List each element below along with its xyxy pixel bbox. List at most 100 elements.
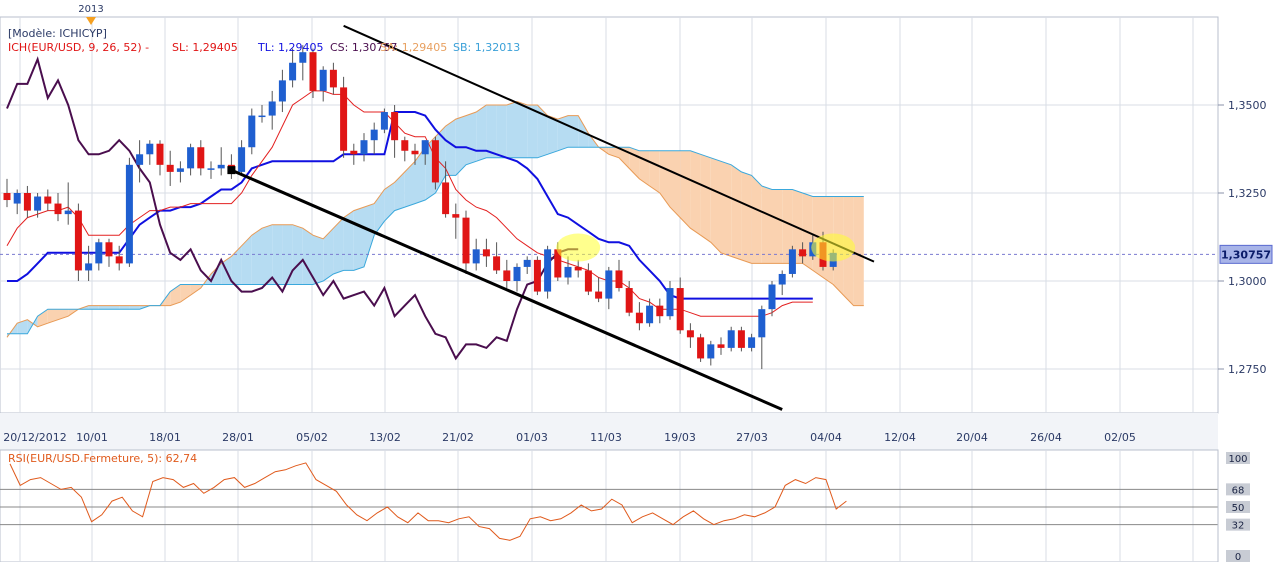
cloud-segment bbox=[241, 235, 252, 285]
cloud-segment bbox=[751, 175, 762, 264]
last-price-label: 1,30757 bbox=[1221, 248, 1271, 261]
candle-bullish bbox=[778, 273, 786, 285]
cloud-segment bbox=[313, 235, 324, 285]
cloud-segment bbox=[670, 150, 681, 218]
candle-bearish bbox=[533, 259, 541, 292]
candle-bullish bbox=[238, 147, 246, 172]
rsi-plot-area[interactable] bbox=[0, 449, 1219, 563]
date-tick-label: 27/03 bbox=[736, 431, 768, 444]
rsi-grid bbox=[19, 450, 1194, 562]
rsi-series-line bbox=[9, 462, 847, 541]
cloud-segment bbox=[47, 309, 58, 324]
candle-bullish bbox=[299, 52, 307, 63]
candle-bullish bbox=[707, 344, 715, 359]
cloud-segment bbox=[476, 105, 487, 162]
candle-bearish bbox=[503, 270, 511, 281]
cloud-segment bbox=[88, 305, 99, 310]
year-marker-arrow-icon bbox=[86, 17, 96, 25]
cloud-segment bbox=[772, 189, 783, 264]
candle-bearish bbox=[656, 305, 664, 317]
date-tick-label: 01/03 bbox=[516, 431, 548, 444]
legend-sb: SB: 1,32013 bbox=[453, 41, 520, 54]
cloud-segment bbox=[282, 224, 293, 285]
cloud-segment bbox=[211, 263, 222, 285]
candle-bearish bbox=[615, 270, 623, 289]
candle-bullish bbox=[544, 249, 552, 292]
rsi-legend: RSI(EUR/USD.Fermeture, 5): 62,74 bbox=[8, 452, 197, 465]
candle-bearish bbox=[391, 112, 399, 141]
cloud-segment bbox=[415, 147, 426, 204]
candle-bearish bbox=[105, 242, 113, 257]
candle-bearish bbox=[329, 69, 337, 88]
candle-bullish bbox=[85, 263, 93, 271]
cloud-segment bbox=[119, 305, 130, 310]
cloud-segment bbox=[333, 217, 344, 274]
cloud-segment bbox=[731, 164, 742, 260]
price-tick-label: 1,3250 bbox=[1228, 187, 1267, 200]
candle-bearish bbox=[340, 87, 348, 151]
cloud-segment bbox=[364, 203, 375, 267]
price-tick-label: 1,3500 bbox=[1228, 99, 1267, 112]
rsi-levels bbox=[0, 488, 1218, 526]
candle-bullish bbox=[523, 259, 531, 267]
senkou-b-line bbox=[7, 146, 864, 335]
candle-bullish bbox=[207, 168, 215, 170]
date-tick-label: 20/04 bbox=[956, 431, 988, 444]
candle-bullish bbox=[472, 249, 480, 264]
cloud-segment bbox=[710, 157, 721, 253]
cloud-segment bbox=[608, 147, 619, 158]
cloud-segment bbox=[262, 224, 273, 285]
date-tick-label: 13/02 bbox=[369, 431, 401, 444]
cloud-segment bbox=[190, 284, 201, 296]
legend-ich: ICH(EUR/USD, 9, 26, 52) - bbox=[8, 41, 149, 54]
cloud-segment bbox=[109, 305, 120, 310]
candle-bearish bbox=[625, 288, 633, 313]
date-tick-label: 26/04 bbox=[1030, 431, 1062, 444]
candle-bullish bbox=[421, 140, 429, 155]
cloud-segment bbox=[486, 105, 497, 158]
rsi-level-label: 100 bbox=[1228, 454, 1247, 465]
cloud-segment bbox=[721, 161, 732, 257]
cloud-segment bbox=[700, 154, 711, 243]
candle-bullish bbox=[666, 288, 674, 317]
date-tick-label: 19/03 bbox=[664, 431, 696, 444]
date-tick-label: 18/01 bbox=[149, 431, 181, 444]
candle-bearish bbox=[401, 140, 409, 151]
year-marker: 2013 bbox=[78, 4, 104, 25]
candle-bearish bbox=[350, 150, 358, 155]
date-tick-label: 05/02 bbox=[296, 431, 328, 444]
cloud-segment bbox=[761, 185, 772, 264]
price-axis: 1,3500 1,3250 1,3000 1,2750 bbox=[1217, 17, 1267, 413]
main-legend: [Modèle: ICHICYP] ICH(EUR/USD, 9, 26, 52… bbox=[8, 27, 520, 54]
cloud-segment bbox=[506, 101, 517, 158]
date-axis-band bbox=[0, 413, 1218, 450]
cloud-segment bbox=[782, 189, 793, 264]
candle-bearish bbox=[493, 256, 501, 271]
trendline bbox=[343, 24, 875, 263]
rsi-level-label: 0 bbox=[1235, 552, 1241, 562]
cloud-segment bbox=[323, 228, 334, 281]
candle-bullish bbox=[248, 115, 256, 148]
candle-bullish bbox=[64, 210, 72, 215]
candle-bearish bbox=[717, 344, 725, 348]
candle-bullish bbox=[146, 143, 154, 155]
cloud-segment bbox=[343, 210, 354, 271]
candle-bullish bbox=[788, 249, 796, 274]
candle-bearish bbox=[44, 196, 52, 204]
candle-bearish bbox=[309, 52, 317, 91]
rsi-level-tag bbox=[1226, 518, 1250, 531]
candle-bearish bbox=[54, 203, 62, 215]
date-tick-label: 04/04 bbox=[810, 431, 842, 444]
rsi-level-label: 68 bbox=[1232, 485, 1245, 496]
main-plot-area[interactable] bbox=[0, 16, 1219, 414]
date-tick-label: 12/04 bbox=[884, 431, 916, 444]
last-price-tag: 1,30757 bbox=[1219, 244, 1273, 264]
date-tick-label: 11/03 bbox=[590, 431, 622, 444]
cloud-segment bbox=[17, 319, 28, 334]
candle-bullish bbox=[380, 112, 388, 130]
candle-bearish bbox=[431, 140, 439, 183]
price-tick-label: 1,3000 bbox=[1228, 275, 1267, 288]
ichimoku-cloud bbox=[6, 100, 864, 338]
